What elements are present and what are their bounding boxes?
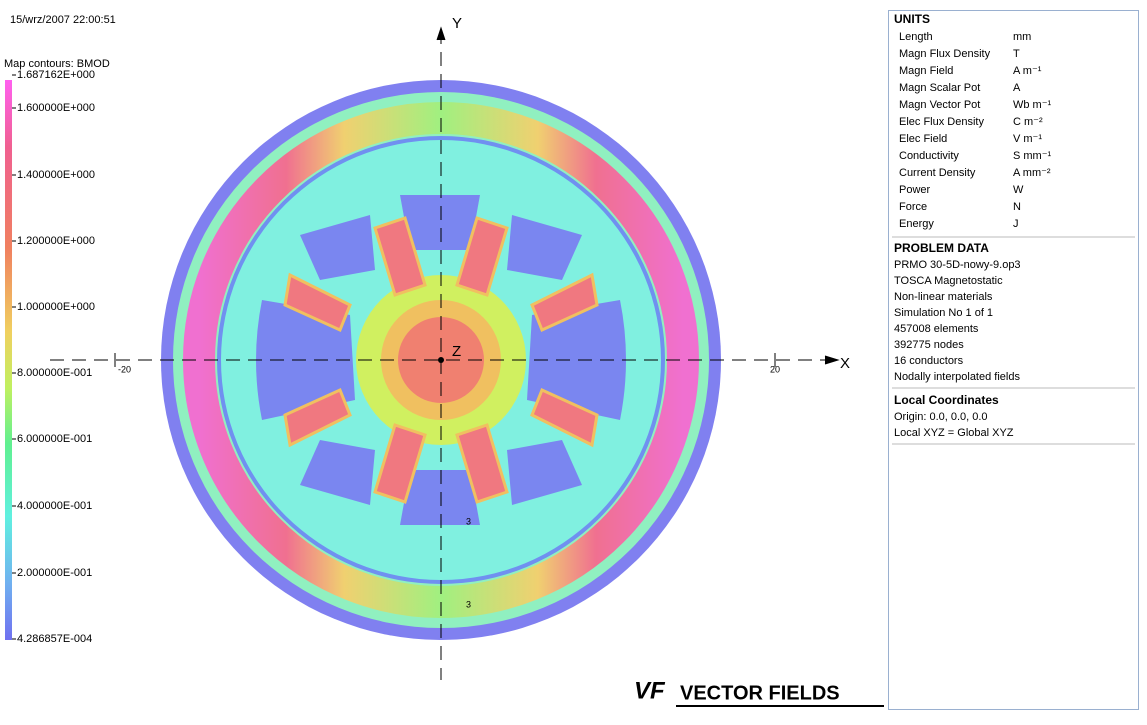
unit-name: Magn Field (899, 65, 953, 77)
field-plot (161, 80, 721, 640)
colorbar-title: Map contours: BMOD (4, 58, 110, 70)
local-line: Local XYZ = Global XYZ (894, 427, 1014, 439)
x-tick-label: -20 (118, 364, 131, 374)
unit-value: A (1013, 82, 1021, 94)
info-panel (888, 10, 1139, 710)
unit-value: W (1013, 184, 1024, 196)
unit-name: Magn Flux Density (899, 48, 991, 60)
unit-value: mm (1013, 31, 1031, 43)
unit-value: J (1013, 218, 1019, 230)
unit-name: Power (899, 184, 931, 196)
axes (50, 26, 840, 680)
logo-mark: VF (634, 677, 666, 704)
problem-line: TOSCA Magnetostatic (894, 275, 1003, 287)
unit-value: T (1013, 48, 1020, 60)
unit-value: V m⁻¹ (1013, 133, 1042, 145)
unit-name: Length (899, 31, 933, 43)
unit-value: S mm⁻¹ (1013, 150, 1052, 162)
unit-name: Magn Scalar Pot (899, 82, 980, 94)
logo: VF VECTOR FIELDS (634, 677, 884, 707)
unit-name: Force (899, 201, 927, 213)
logo-text: VECTOR FIELDS (680, 682, 840, 704)
unit-value: C m⁻² (1013, 116, 1043, 128)
unit-name: Elec Flux Density (899, 116, 984, 128)
unit-name: Energy (899, 218, 934, 230)
section-title: Local Coordinates (894, 393, 999, 407)
colorbar-label: 1.000000E+000 (17, 301, 95, 313)
section-title: UNITS (894, 12, 930, 26)
unit-name: Magn Vector Pot (899, 99, 980, 111)
colorbar-label: 4.000000E-001 (17, 500, 92, 512)
unit-name: Elec Field (899, 133, 947, 145)
marker: 3 (466, 599, 471, 609)
unit-value: A m⁻¹ (1013, 65, 1042, 77)
problem-line: Non-linear materials (894, 291, 993, 303)
marker: 3 (466, 516, 471, 526)
problem-line: 16 conductors (894, 355, 964, 367)
colorbar-label: 1.200000E+000 (17, 235, 95, 247)
problem-line: Simulation No 1 of 1 (894, 307, 993, 319)
colorbar-label: 8.000000E-001 (17, 367, 92, 379)
problem-line: 457008 elements (894, 323, 979, 335)
problem-line: Nodally interpolated fields (894, 371, 1020, 383)
colorbar (5, 80, 12, 640)
colorbar-label: 1.687162E+000 (17, 69, 95, 81)
unit-value: N (1013, 201, 1021, 213)
x-tick-label: 20 (770, 364, 780, 374)
timestamp: 15/wrz/2007 22:00:51 (10, 14, 116, 26)
z-axis-label: Z (452, 343, 461, 360)
colorbar-label: 4.286857E-004 (17, 633, 92, 645)
local-line: Origin: 0.0, 0.0, 0.0 (894, 411, 988, 423)
unit-name: Current Density (899, 167, 976, 179)
colorbar-label: 6.000000E-001 (17, 433, 92, 445)
unit-value: Wb m⁻¹ (1013, 99, 1052, 111)
origin (438, 357, 444, 363)
colorbar-label: 1.600000E+000 (17, 102, 95, 114)
section-title: PROBLEM DATA (894, 241, 989, 255)
colorbar-label: 1.400000E+000 (17, 169, 95, 181)
unit-name: Conductivity (899, 150, 959, 162)
y-axis-label: Y (452, 15, 462, 32)
x-axis-label: X (840, 355, 850, 372)
colorbar-label: 2.000000E-001 (17, 567, 92, 579)
problem-line: PRMO 30-5D-nowy-9.op3 (894, 259, 1021, 271)
problem-line: 392775 nodes (894, 339, 964, 351)
unit-value: A mm⁻² (1013, 167, 1051, 179)
